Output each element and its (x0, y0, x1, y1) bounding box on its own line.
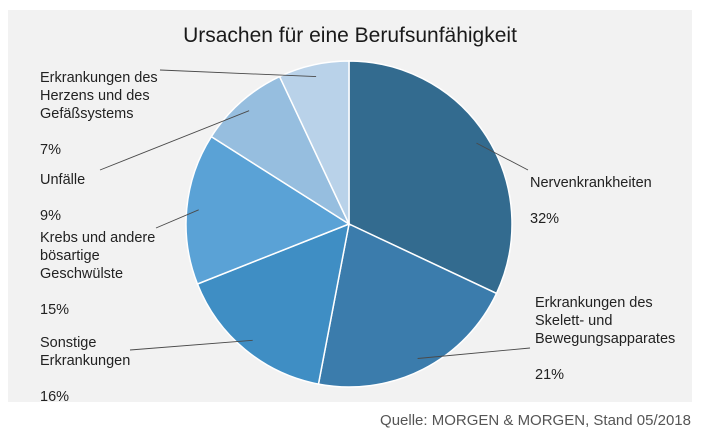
slice-label-text: Krebs und andere bösartige Geschwülste (40, 230, 156, 282)
chart-panel: Ursachen für eine Berufsunfähigkeit Nerv… (8, 10, 692, 405)
pie-slice (278, 60, 350, 225)
leader-line (159, 69, 317, 78)
leader-line (155, 209, 199, 229)
label-unfaelle: Unfälle 9% (40, 153, 85, 225)
pie-slice (348, 60, 513, 295)
pie-slice (317, 222, 498, 388)
pie-slice (210, 75, 351, 227)
slice-percent: 7% (40, 142, 61, 158)
leader-line (417, 347, 531, 359)
slice-label-text: Unfälle (40, 172, 86, 188)
label-herz: Erkrankungen des Herzens und des Gefäßsy… (40, 51, 158, 159)
leader-line (476, 142, 529, 171)
slice-label-text: Nervenkrankheiten (530, 175, 652, 191)
label-nervenkrankheiten: Nervenkrankheiten 32% (530, 156, 652, 228)
label-skelett: Erkrankungen des Skelett- und Bewegungsa… (535, 276, 675, 384)
slice-percent: 9% (40, 208, 61, 224)
pie-chart (99, 60, 531, 388)
pie-slice (185, 135, 351, 285)
slice-label-text: Erkrankungen des Herzens und des Gefäßsy… (40, 70, 158, 122)
chart-title: Ursachen für eine Berufsunfähigkeit (183, 24, 517, 47)
slice-percent: 32% (530, 211, 560, 227)
slice-percent: 15% (40, 302, 70, 318)
leader-line (99, 110, 250, 171)
source-note: Quelle: MORGEN & MORGEN, Stand 05/2018 (380, 412, 691, 429)
slice-percent: 16% (40, 389, 70, 405)
slice-label-text: Erkrankungen des Skelett- und Bewegungsa… (535, 295, 676, 347)
label-krebs: Krebs und andere bösartige Geschwülste 1… (40, 211, 155, 319)
pie-slice (196, 222, 350, 385)
leader-line (129, 339, 253, 351)
slice-percent: 21% (535, 367, 565, 383)
slice-label-text: Sonstige Erkrankungen (40, 335, 131, 369)
label-sonstige: Sonstige Erkrankungen 16% (40, 316, 130, 406)
